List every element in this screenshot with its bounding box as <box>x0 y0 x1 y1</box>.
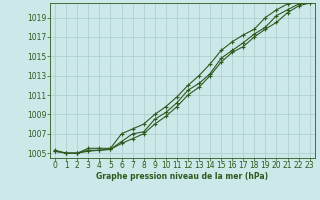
X-axis label: Graphe pression niveau de la mer (hPa): Graphe pression niveau de la mer (hPa) <box>96 172 268 181</box>
